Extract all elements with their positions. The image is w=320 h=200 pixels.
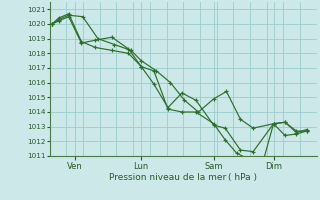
X-axis label: Pression niveau de la mer ( hPa ): Pression niveau de la mer ( hPa ) [109,173,257,182]
